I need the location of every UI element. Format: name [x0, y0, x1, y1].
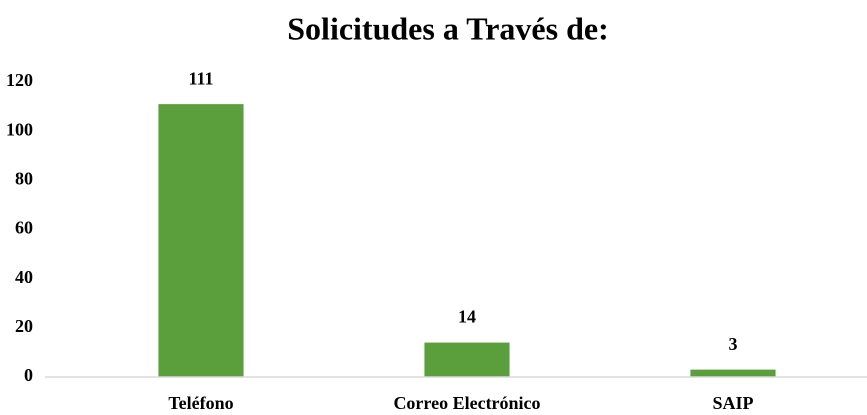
bar	[690, 369, 776, 377]
chart-title: Solicitudes a Través de:	[287, 10, 608, 46]
x-tick-label: Correo Electrónico	[393, 393, 540, 413]
x-tick-label: SAIP	[712, 393, 753, 413]
y-tick-label: 120	[6, 70, 33, 90]
y-tick-label: 100	[6, 119, 33, 139]
data-label: 3	[729, 334, 738, 354]
y-tick-label: 80	[15, 168, 33, 188]
y-tick-label: 20	[15, 316, 33, 336]
bar	[424, 342, 510, 377]
data-label: 14	[458, 307, 476, 327]
y-tick-label: 60	[15, 218, 33, 238]
y-tick-label: 0	[24, 365, 33, 385]
y-tick-label: 40	[15, 267, 33, 287]
bar	[158, 104, 244, 377]
x-tick-label: Teléfono	[168, 393, 233, 413]
data-label: 111	[188, 68, 213, 88]
